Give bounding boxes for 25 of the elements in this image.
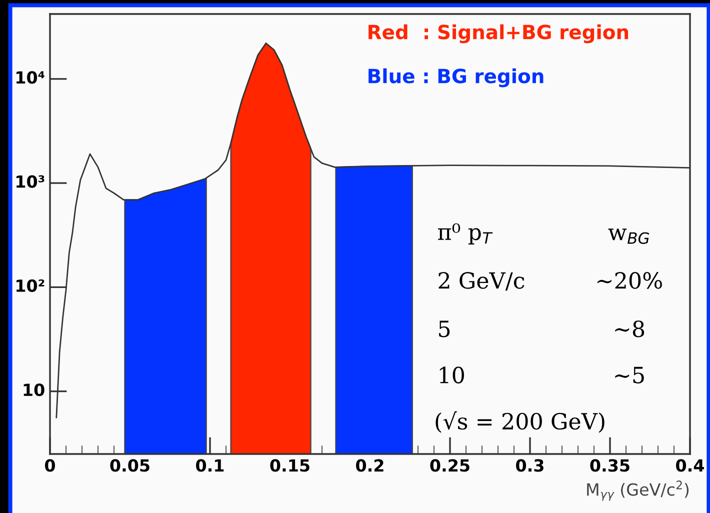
x-tick-label: 0 (45, 459, 55, 472)
annotation: 10 (440, 366, 464, 384)
annotation: 5 (439, 320, 450, 338)
y-tick-label: 10³ (16, 175, 44, 188)
annotation: ~20% (598, 272, 662, 289)
x-tick-label: 0.1 (196, 459, 224, 472)
band-label: Blue : BG region (368, 68, 544, 88)
band-label: Red : Signal+BG region (368, 24, 628, 44)
x-tick-label: 0.3 (516, 459, 544, 472)
annotation: w$_{BG}$ (608, 228, 650, 244)
annotation: ~8 (615, 320, 644, 338)
y-tick-label: 10 (24, 384, 44, 396)
x-tick-label: 0.4 (676, 459, 704, 472)
annotation: ~5 (615, 366, 644, 384)
x-axis-title: M$_{γγ}$ (GeV/c$^{2}$) (587, 480, 689, 501)
x-tick-label: 0.25 (430, 459, 470, 472)
annotation: 2 GeV/c (438, 272, 524, 291)
annotation: (√s = 200 GeV) (436, 411, 604, 433)
x-tick-label: 0.05 (110, 459, 150, 472)
annotation: π⁰ p$_{T}$ (438, 223, 493, 245)
y-tick-label: 10⁴ (16, 71, 44, 84)
y-tick-label: 10² (16, 279, 44, 292)
x-tick-label: 0.35 (590, 459, 630, 472)
x-tick-label: 0.15 (270, 459, 310, 472)
x-tick-label: 0.2 (356, 459, 384, 472)
